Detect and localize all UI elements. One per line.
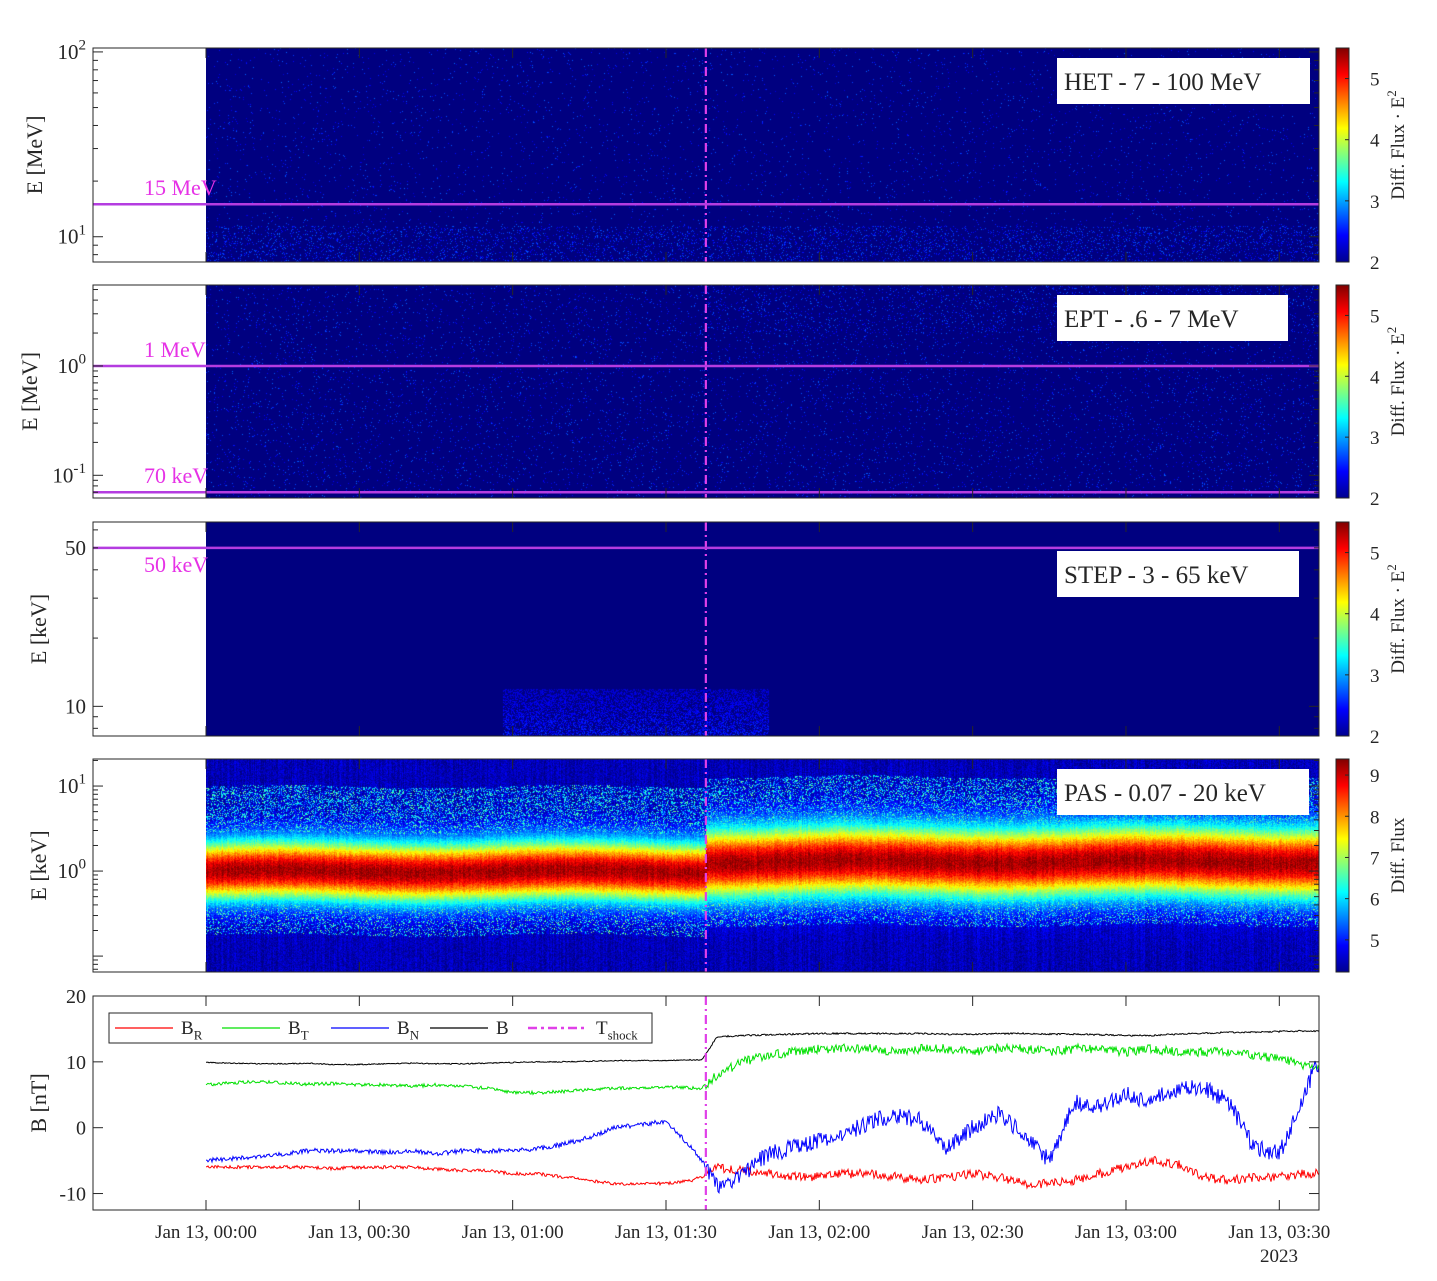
axes-box — [92, 995, 1320, 1211]
x-tick-label: Jan 13, 01:30 — [615, 1222, 717, 1243]
y-axis-label: E [keV] — [26, 830, 51, 900]
panel-b: -10 0 10 20 B [nT] — [26, 986, 1320, 1211]
y-tick-label: 0 — [76, 1118, 86, 1140]
axes-box — [92, 758, 1320, 973]
line-bn — [205, 1060, 1320, 1194]
axes-box — [92, 284, 1320, 499]
panel-label: EPT - .6 - 7 MeV — [1064, 306, 1239, 333]
x-tick-label: Jan 13, 01:00 — [462, 1222, 564, 1243]
y-tick-label: 20 — [66, 986, 86, 1008]
y-tick-label: 10-1 — [52, 461, 86, 487]
colorbar-tick-label: 2 — [1370, 727, 1380, 748]
y-tick-label: -10 — [59, 1184, 86, 1206]
y-axis-label: E [MeV] — [17, 352, 42, 431]
legend-label-b: B — [496, 1018, 509, 1039]
colorbar-tick-label: 9 — [1370, 766, 1380, 787]
panel-ept: 1 MeV 70 keV E [MeV] EPT - .6 - 7 MeV 2 3 4 5Di… — [17, 284, 1409, 510]
x-tick-label: Jan 13, 03:00 — [1075, 1222, 1177, 1243]
colorbar: 5 6 7 8 9 Diff. Flux — [1335, 758, 1409, 973]
x-year-label: 2023 — [1260, 1246, 1298, 1267]
colorbar-tick-label: 6 — [1370, 890, 1380, 911]
line-br — [206, 1155, 1320, 1190]
panel-label-box — [1057, 769, 1309, 815]
colorbar-label: Diff. Flux · E2 — [1384, 564, 1409, 674]
y-axis-label: E [MeV] — [22, 116, 47, 195]
colorbar-gradient — [1335, 521, 1350, 737]
reference-label: 1 MeV — [144, 337, 206, 362]
colorbar-tick-label: 4 — [1370, 367, 1380, 388]
colorbar-tick-label: 5 — [1370, 70, 1380, 91]
y-tick-label: 100 — [57, 857, 86, 883]
x-tick-label: Jan 13, 02:30 — [922, 1222, 1024, 1243]
reference-label: 15 MeV — [144, 175, 217, 200]
panel-label-box — [1057, 551, 1299, 597]
y-tick-label: 50 — [65, 536, 86, 560]
panel-pas: E [keV] PAS - 0.07 - 20 keV 5 6 7 8 9 Diff. Flu… — [26, 758, 1409, 973]
colorbar-tick-label: 2 — [1370, 253, 1380, 274]
panel-label-box — [1057, 58, 1310, 104]
colorbar-gradient — [1335, 758, 1350, 973]
colorbar-tick-label: 7 — [1370, 848, 1380, 869]
colorbar-gradient — [1335, 47, 1350, 263]
colorbar-tick-label: 3 — [1370, 192, 1380, 213]
colorbar-tick-label: 5 — [1370, 306, 1380, 327]
legend-label-bn: BN — [397, 1018, 420, 1043]
panel-label: PAS - 0.07 - 20 keV — [1064, 780, 1266, 807]
reference-label: 50 keV — [144, 552, 208, 577]
colorbar-tick-label: 4 — [1370, 131, 1380, 152]
legend-label-bt: BT — [288, 1018, 309, 1043]
x-tick-label: Jan 13, 02:00 — [768, 1222, 870, 1243]
colorbar-label: Diff. Flux · E2 — [1384, 327, 1409, 437]
panel-label: STEP - 3 - 65 keV — [1064, 562, 1248, 589]
colorbar-tick-label: 8 — [1370, 807, 1380, 828]
line-b — [206, 1029, 1320, 1066]
legend: BR BT BN B Tshock — [108, 1012, 653, 1044]
colorbar-label: Diff. Flux — [1388, 817, 1409, 893]
colorbar-tick-label: 5 — [1370, 544, 1380, 565]
x-tick-label: Jan 13, 00:00 — [155, 1222, 257, 1243]
colorbar-tick-label: 3 — [1370, 666, 1380, 687]
colorbar-label: Diff. Flux · E2 — [1384, 90, 1409, 200]
legend-label-tshock: Tshock — [596, 1018, 638, 1043]
y-tick-label: 102 — [57, 37, 86, 63]
panel-het: 15 MeV E [MeV] HET - 7 - 100 MeV 2 3 4 5Diff. … — [22, 47, 1409, 274]
colorbar-tick-label: 4 — [1370, 605, 1380, 626]
axes-box — [92, 521, 1320, 737]
colorbar-tick-label: 5 — [1370, 931, 1380, 952]
x-tick-label: Jan 13, 03:30 — [1228, 1222, 1330, 1243]
colorbar-tick-label: 2 — [1370, 489, 1380, 510]
y-tick-label: 101 — [57, 772, 86, 798]
y-axis-label: B [nT] — [26, 1073, 51, 1132]
y-tick-label: 10 — [65, 694, 86, 718]
colorbar-gradient — [1335, 284, 1350, 499]
y-tick-label: 100 — [57, 352, 86, 378]
panel-label: HET - 7 - 100 MeV — [1064, 69, 1261, 96]
y-axis-label: E [keV] — [26, 594, 51, 664]
reference-label: 70 keV — [144, 463, 208, 488]
axes-box — [92, 47, 1320, 263]
y-tick-label: 101 — [57, 222, 86, 248]
y-tick-label: 10 — [66, 1052, 86, 1074]
colorbar-tick-label: 3 — [1370, 428, 1380, 449]
panel-label-box — [1057, 295, 1288, 341]
legend-label-br: BR — [181, 1018, 203, 1043]
x-tick-label: Jan 13, 00:30 — [308, 1222, 410, 1243]
line-bt — [205, 1042, 1320, 1096]
panel-step: 50 keV E [keV] STEP - 3 - 65 keV 2 3 4 5Diff. … — [26, 521, 1409, 748]
